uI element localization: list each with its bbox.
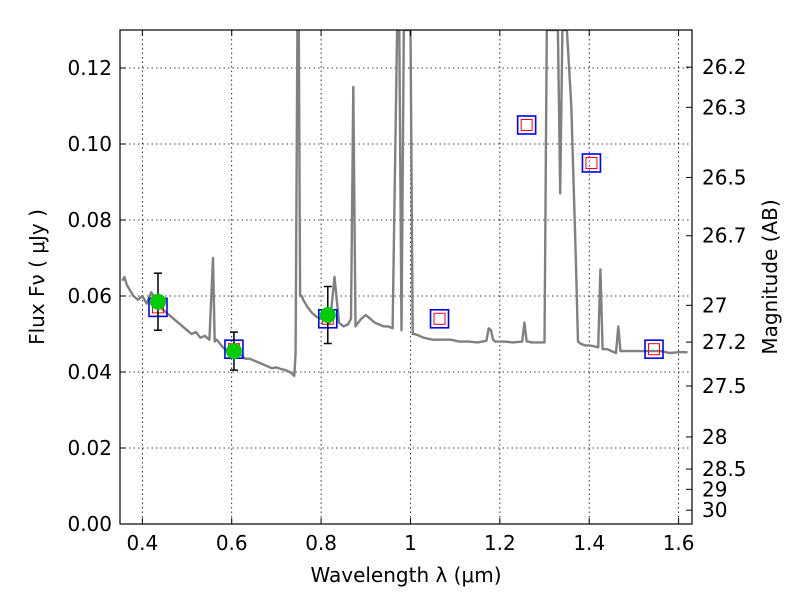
tick-layer: 0.4 0.6 0.8 1 1.2 1.4 1.6 0.00 0.02 0.04 0.06 0.08 0… <box>67 30 747 555</box>
spectrum-line <box>121 30 688 377</box>
magnitude-tick-label: 27.5 <box>702 374 747 398</box>
model-point-box <box>429 308 450 329</box>
magnitude-axis-label: Magnitude (AB) <box>758 199 782 354</box>
x-tick-label: 0.8 <box>305 531 337 555</box>
model-point-inner <box>585 157 598 169</box>
x-tick-label: 1.4 <box>573 531 605 555</box>
model-point-inner <box>648 343 661 356</box>
model-point-inner <box>433 312 446 325</box>
model-point-box <box>516 115 537 135</box>
magnitude-tick-label: 26.2 <box>702 55 747 79</box>
x-tick-label: 1.6 <box>663 531 695 555</box>
grid-layer <box>120 30 692 525</box>
x-tick-label: 1.2 <box>484 531 516 555</box>
observed-point <box>225 343 242 360</box>
magnitude-tick-label: 28 <box>702 425 727 449</box>
observed-point <box>319 307 336 323</box>
model-point-box <box>644 339 664 360</box>
y-tick-label: 0.06 <box>67 284 112 308</box>
x-tick-label: 0.6 <box>216 531 248 555</box>
magnitude-tick-label: 27 <box>702 293 727 317</box>
y-tick-label: 0.08 <box>67 208 112 232</box>
magnitude-tick-label: 28.5 <box>702 457 747 481</box>
magnitude-tick-label: 26.7 <box>702 224 747 248</box>
y-tick-label: 0.00 <box>67 512 112 536</box>
data-layer <box>121 30 688 377</box>
model-point-inner <box>520 119 533 131</box>
y-tick-label: 0.12 <box>67 56 112 80</box>
magnitude-tick-label: 29 <box>702 477 727 501</box>
model-point-box <box>581 153 602 173</box>
x-axis-label: Wavelength λ (μm) <box>310 563 501 587</box>
y-tick-label: 0.04 <box>67 360 112 384</box>
observed-point <box>149 293 166 310</box>
x-tick-label: 1 <box>404 531 417 555</box>
y-axis-label: Flux Fν ( μJy ) <box>25 209 49 345</box>
x-tick-label: 0.4 <box>126 531 158 555</box>
magnitude-tick-label: 26.5 <box>702 165 747 189</box>
y-tick-label: 0.02 <box>67 436 112 460</box>
plot-frame <box>119 29 693 525</box>
y-tick-label: 0.10 <box>67 132 112 156</box>
magnitude-tick-label: 27.2 <box>702 330 747 354</box>
magnitude-tick-label: 26.3 <box>702 95 747 119</box>
magnitude-tick-label: 30 <box>702 498 727 522</box>
